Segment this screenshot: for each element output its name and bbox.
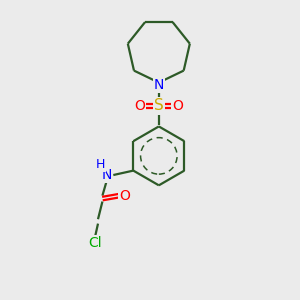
Text: Cl: Cl	[88, 236, 102, 250]
Text: N: N	[154, 78, 164, 92]
Text: O: O	[172, 99, 183, 113]
Text: O: O	[119, 189, 130, 202]
Text: N: N	[102, 168, 112, 182]
Text: S: S	[154, 98, 164, 113]
Text: O: O	[134, 99, 145, 113]
Text: H: H	[96, 158, 105, 171]
